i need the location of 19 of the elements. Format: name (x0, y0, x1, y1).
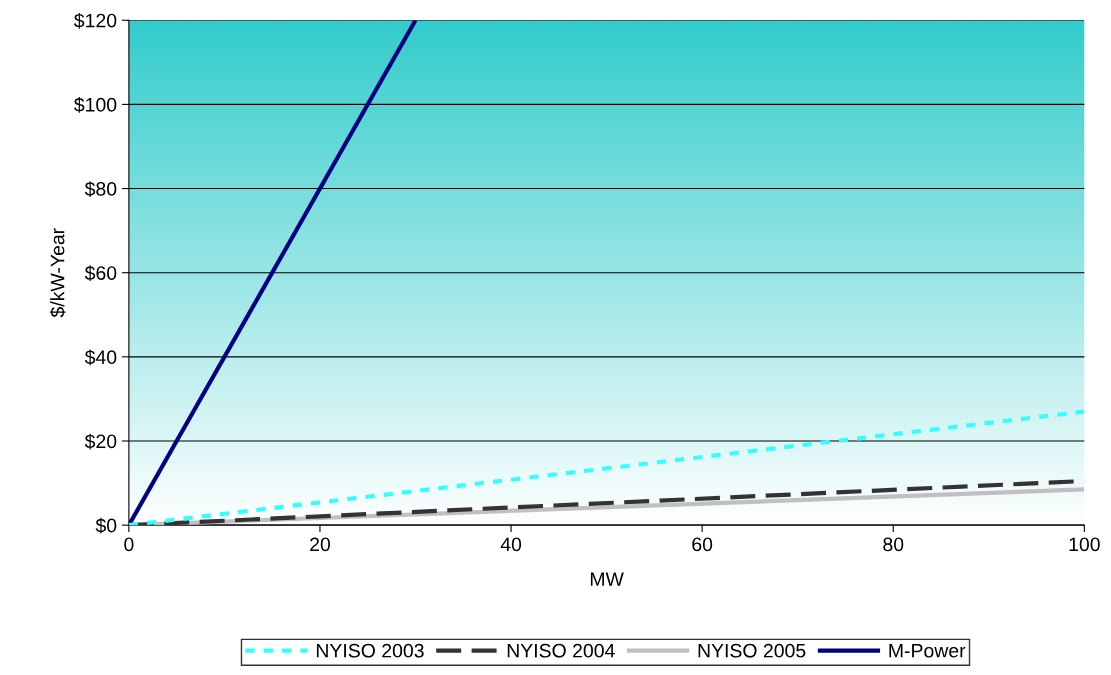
x-tick-label: 40 (500, 537, 522, 552)
y-tick-label: $100 (74, 97, 117, 113)
x-tick-label: 80 (883, 537, 904, 552)
y-axis-title: $/kW-Year (49, 228, 66, 318)
y-tick-label: $60 (84, 265, 117, 282)
x-tick-label: 60 (692, 537, 713, 552)
x-tick-label: 20 (310, 537, 331, 552)
y-tick-label: $0 (95, 517, 117, 534)
legend-label: NYISO 2004 (507, 643, 615, 658)
y-tick-label: $20 (84, 433, 117, 450)
x-tick-label: 0 (124, 537, 134, 552)
x-tick-label: 100 (1069, 537, 1100, 552)
legend-label: NYISO 2003 (316, 643, 424, 658)
x-axis-title: MW (590, 572, 624, 586)
y-tick-label: $120 (74, 12, 117, 29)
y-tick-label: $80 (84, 181, 117, 197)
legend-label: NYISO 2005 (698, 643, 806, 658)
y-tick-label: $40 (84, 349, 117, 366)
legend-label: M-Power (889, 643, 966, 658)
